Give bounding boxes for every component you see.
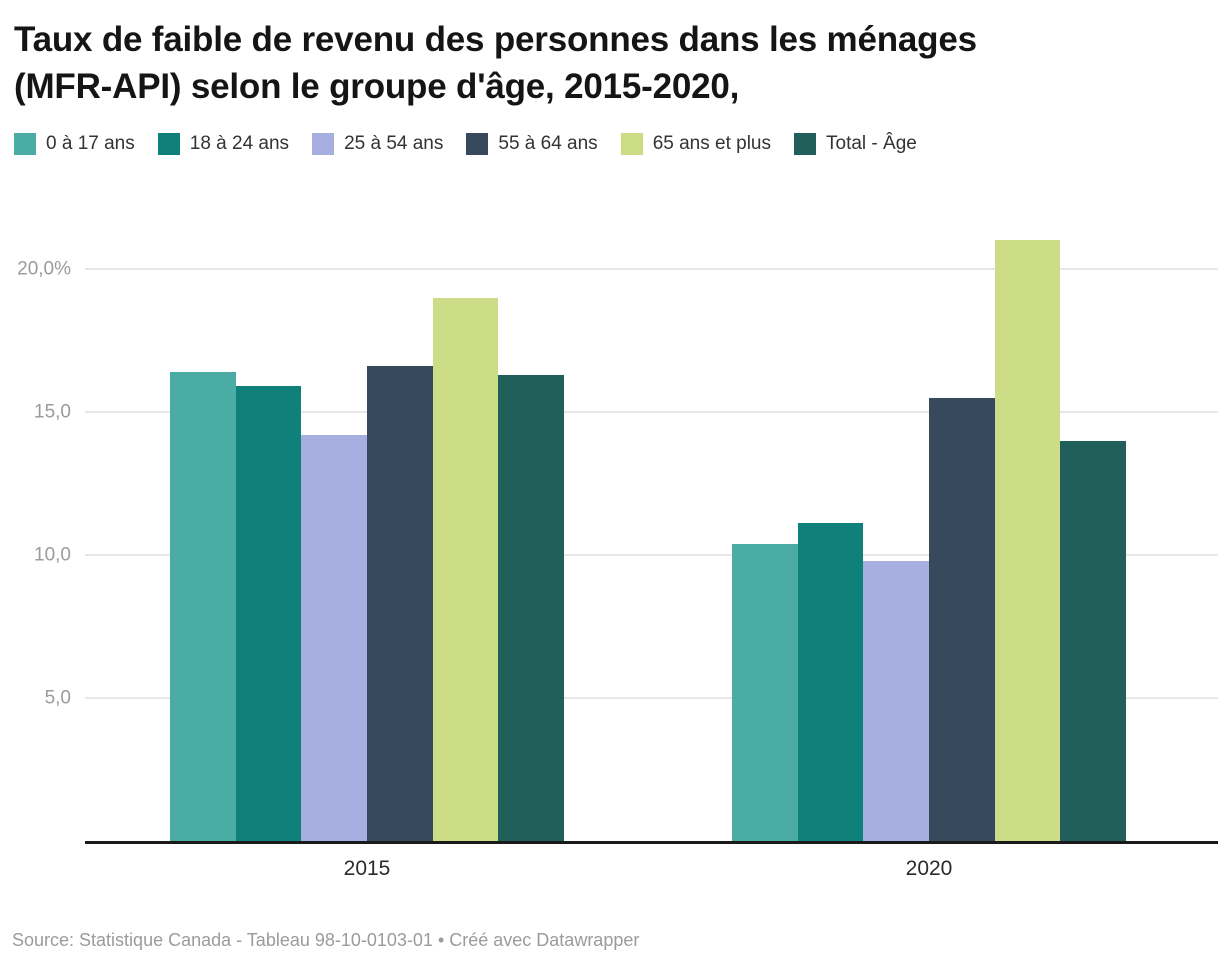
gridline-10 bbox=[85, 553, 1218, 556]
bar-2020-65-ans-et-plus[interactable] bbox=[994, 240, 1061, 841]
chart-title-line1: Taux de faible de revenu des personnes d… bbox=[14, 20, 977, 59]
plot-area: 5,0 10,0 15,0 20,0% bbox=[17, 229, 1218, 844]
source-attribution: Source: Statistique Canada - Tableau 98-… bbox=[12, 930, 640, 950]
legend-label: 25 à 54 ans bbox=[344, 133, 444, 154]
bar-group-2020 bbox=[732, 229, 1127, 841]
legend-label: Total - Âge bbox=[826, 133, 917, 154]
bar-group-2015 bbox=[170, 229, 565, 841]
bar-2020-25-a-54-ans[interactable] bbox=[863, 561, 930, 841]
bar-2015-total-age[interactable] bbox=[498, 375, 565, 841]
legend-swatch-icon bbox=[312, 133, 335, 155]
legend-label: 0 à 17 ans bbox=[46, 133, 135, 154]
x-axis-label-2020: 2020 bbox=[905, 857, 953, 880]
bar-2020-18-a-24-ans[interactable] bbox=[797, 523, 864, 841]
chart-title: Taux de faible de revenu des personnes d… bbox=[14, 16, 977, 110]
y-axis-tick-label: 15,0 bbox=[34, 401, 71, 423]
legend-swatch-icon bbox=[466, 133, 489, 155]
legend-item-18-a-24-ans: 18 à 24 ans bbox=[157, 133, 290, 155]
legend-item-65-ans-et-plus: 65 ans et plus bbox=[620, 133, 771, 155]
bar-2015-65-ans-et-plus[interactable] bbox=[432, 298, 499, 841]
bar-2020-0-a-17-ans[interactable] bbox=[732, 544, 798, 841]
y-axis-tick-label: 5,0 bbox=[44, 687, 71, 709]
legend-item-0-a-17-ans: 0 à 17 ans bbox=[14, 133, 135, 155]
y-axis-tick-label: 20,0% bbox=[17, 258, 71, 280]
gridline-5 bbox=[85, 696, 1218, 699]
legend-swatch-icon bbox=[157, 133, 180, 155]
bar-2015-55-a-64-ans[interactable] bbox=[367, 366, 433, 841]
legend-item-55-a-64-ans: 55 à 64 ans bbox=[466, 133, 598, 155]
bar-2020-55-a-64-ans[interactable] bbox=[929, 398, 995, 841]
legend-swatch-icon bbox=[794, 133, 816, 155]
legend-label: 65 ans et plus bbox=[652, 133, 771, 154]
legend-item-25-a-54-ans: 25 à 54 ans bbox=[312, 133, 443, 155]
legend-label: 18 à 24 ans bbox=[189, 133, 290, 154]
x-axis-label-2015: 2015 bbox=[343, 857, 391, 880]
bar-2015-0-a-17-ans[interactable] bbox=[170, 372, 236, 841]
chart-title-line2: (MFR-API) selon le groupe d'âge, 2015-20… bbox=[14, 67, 740, 106]
y-axis-tick-label: 10,0 bbox=[34, 544, 71, 566]
gridline-15 bbox=[85, 410, 1218, 413]
legend-item-total-age: Total - Âge bbox=[794, 133, 917, 155]
legend-swatch-icon bbox=[14, 133, 36, 155]
bar-2020-total-age[interactable] bbox=[1060, 441, 1127, 841]
legend-label: 55 à 64 ans bbox=[498, 133, 598, 154]
legend-swatch-icon bbox=[620, 133, 643, 155]
legend: 0 à 17 ans 18 à 24 ans 25 à 54 ans 55 à 64 … bbox=[14, 133, 917, 155]
bar-2015-18-a-24-ans[interactable] bbox=[235, 386, 302, 841]
bar-2015-25-a-54-ans[interactable] bbox=[301, 435, 368, 841]
gridline-20 bbox=[85, 267, 1218, 270]
